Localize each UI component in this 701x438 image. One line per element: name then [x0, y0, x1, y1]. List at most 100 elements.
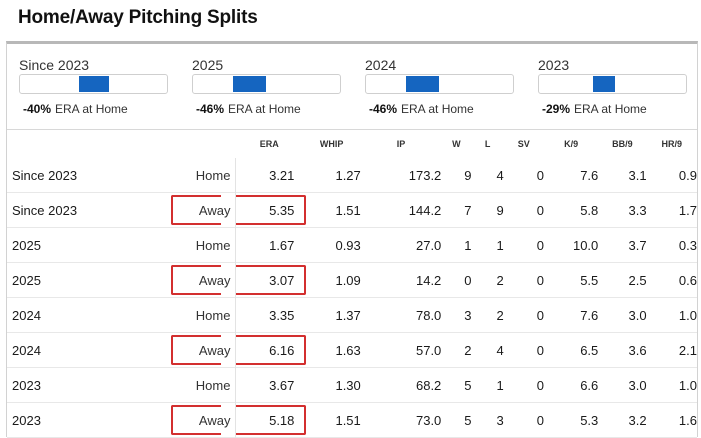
- venue-cell: Away: [171, 332, 237, 368]
- split-label: 2023: [538, 57, 570, 73]
- sv-cell: 0: [536, 202, 544, 218]
- l-cell: 4: [496, 342, 504, 358]
- k9-cell: 6.6: [580, 377, 599, 393]
- splits-table: ERA WHIP IP W L SV K/9 BB/9 HR/9 Since 2…: [7, 130, 697, 438]
- split-since-2023: Since 2023 -40% ERA at Home: [19, 44, 189, 129]
- sv-cell: 0: [536, 307, 544, 323]
- season-cell: 2025: [12, 237, 41, 253]
- col-header-bb9[interactable]: BB/9: [612, 139, 633, 149]
- split-summary: Since 2023 -40% ERA at Home 2025 -46% ERA …: [7, 44, 697, 130]
- sv-cell: 0: [536, 167, 544, 183]
- whip-cell: 1.27: [335, 167, 361, 183]
- ip-cell: 173.2: [408, 167, 442, 183]
- w-cell: 9: [464, 167, 472, 183]
- table-row: Since 2023 Away 5.35 1.51 144.2 7 9 0 5.8 3.3 1.7: [7, 192, 697, 228]
- venue-cell: Away: [171, 192, 237, 228]
- split-note: -46% ERA at Home: [196, 102, 301, 116]
- split-label: Since 2023: [19, 57, 90, 73]
- k9-cell: 5.5: [580, 272, 599, 288]
- table-row: Since 2023 Home 3.21 1.27 173.2 9 4 0 7.6 3.1 0.9: [7, 158, 697, 193]
- ip-cell: 78.0: [415, 307, 442, 323]
- split-note-text: ERA at Home: [401, 102, 474, 116]
- w-cell: 3: [464, 307, 472, 323]
- table-row: 2025 Home 1.67 0.93 27.0 1 1 0 10.0 3.7 0.3: [7, 227, 697, 263]
- bb9-cell: 3.3: [628, 202, 647, 218]
- split-bar-fill: [593, 76, 615, 92]
- k9-cell: 7.6: [580, 307, 599, 323]
- hr9-cell: 2.1: [678, 342, 697, 358]
- table-row: 2024 Away 6.16 1.63 57.0 2 4 0 6.5 3.6 2.1: [7, 332, 697, 368]
- era-cell: 5.18: [236, 403, 307, 438]
- col-header-sv[interactable]: SV: [517, 139, 530, 149]
- col-header-whip[interactable]: WHIP: [319, 139, 344, 149]
- split-note-text: ERA at Home: [228, 102, 301, 116]
- l-cell: 2: [496, 272, 504, 288]
- table-row: 2025 Away 3.07 1.09 14.2 0 2 0 5.5 2.5 0.6: [7, 262, 697, 298]
- era-cell: 3.67: [269, 377, 295, 393]
- col-header-k9[interactable]: K/9: [564, 139, 579, 149]
- w-cell: 5: [464, 377, 472, 393]
- k9-cell: 5.3: [580, 412, 599, 428]
- split-note: -29% ERA at Home: [542, 102, 647, 116]
- col-header-w[interactable]: W: [452, 139, 461, 149]
- k9-cell: 7.6: [580, 167, 599, 183]
- era-cell: 1.67: [269, 237, 295, 253]
- venue-cell: Home: [178, 158, 237, 193]
- ip-cell: 57.0: [415, 342, 442, 358]
- split-note: -40% ERA at Home: [23, 102, 128, 116]
- bb9-cell: 2.5: [628, 272, 647, 288]
- l-cell: 3: [496, 412, 504, 428]
- era-cell: 6.16: [236, 333, 307, 368]
- era-cell: 3.21: [269, 167, 295, 183]
- hr9-cell: 1.6: [678, 412, 697, 428]
- table-header-row: ERA WHIP IP W L SV K/9 BB/9 HR/9: [7, 130, 697, 158]
- page-title: Home/Away Pitching Splits: [18, 7, 258, 28]
- era-cell: 3.35: [269, 307, 295, 323]
- hr9-cell: 1.0: [678, 307, 697, 323]
- split-label: 2024: [365, 57, 397, 73]
- bb9-cell: 3.0: [628, 307, 647, 323]
- sv-cell: 0: [536, 412, 544, 428]
- split-2024: 2024 -46% ERA at Home: [365, 44, 535, 129]
- k9-cell: 5.8: [580, 202, 599, 218]
- table-row: 2023 Away 5.18 1.51 73.0 5 3 0 5.3 3.2 1.6: [7, 402, 697, 438]
- whip-cell: 1.30: [335, 377, 361, 393]
- w-cell: 1: [464, 237, 472, 253]
- l-cell: 2: [496, 307, 504, 323]
- hr9-cell: 0.3: [678, 237, 697, 253]
- l-cell: 9: [496, 202, 504, 218]
- col-header-l[interactable]: L: [484, 139, 491, 149]
- venue-cell: Away: [171, 402, 237, 438]
- hr9-cell: 0.9: [678, 167, 697, 183]
- hr9-cell: 0.6: [678, 272, 697, 288]
- split-bar: [19, 74, 168, 94]
- k9-cell: 10.0: [572, 237, 599, 253]
- season-cell: 2024: [12, 342, 41, 358]
- venue-cell: Home: [178, 227, 237, 263]
- split-bar: [365, 74, 514, 94]
- ip-cell: 14.2: [415, 272, 442, 288]
- venue-cell: Away: [171, 262, 237, 298]
- split-pct: -46%: [196, 102, 225, 116]
- hr9-cell: 1.0: [678, 377, 697, 393]
- split-pct: -46%: [369, 102, 398, 116]
- splits-card: Since 2023 -40% ERA at Home 2025 -46% ERA …: [6, 41, 698, 438]
- ip-cell: 144.2: [408, 202, 442, 218]
- split-bar: [192, 74, 341, 94]
- col-header-era[interactable]: ERA: [259, 139, 279, 149]
- split-2023: 2023 -29% ERA at Home: [538, 44, 701, 129]
- split-bar-fill: [233, 76, 266, 92]
- season-cell: 2025: [12, 272, 41, 288]
- whip-cell: 1.37: [335, 307, 361, 323]
- ip-cell: 73.0: [415, 412, 442, 428]
- w-cell: 5: [464, 412, 472, 428]
- col-header-ip[interactable]: IP: [396, 139, 406, 149]
- col-header-hr9[interactable]: HR/9: [661, 139, 683, 149]
- season-cell: Since 2023: [12, 202, 78, 218]
- k9-cell: 6.5: [580, 342, 599, 358]
- whip-cell: 1.51: [335, 412, 361, 428]
- whip-cell: 0.93: [335, 237, 361, 253]
- split-bar: [538, 74, 687, 94]
- w-cell: 0: [464, 272, 472, 288]
- split-note: -46% ERA at Home: [369, 102, 474, 116]
